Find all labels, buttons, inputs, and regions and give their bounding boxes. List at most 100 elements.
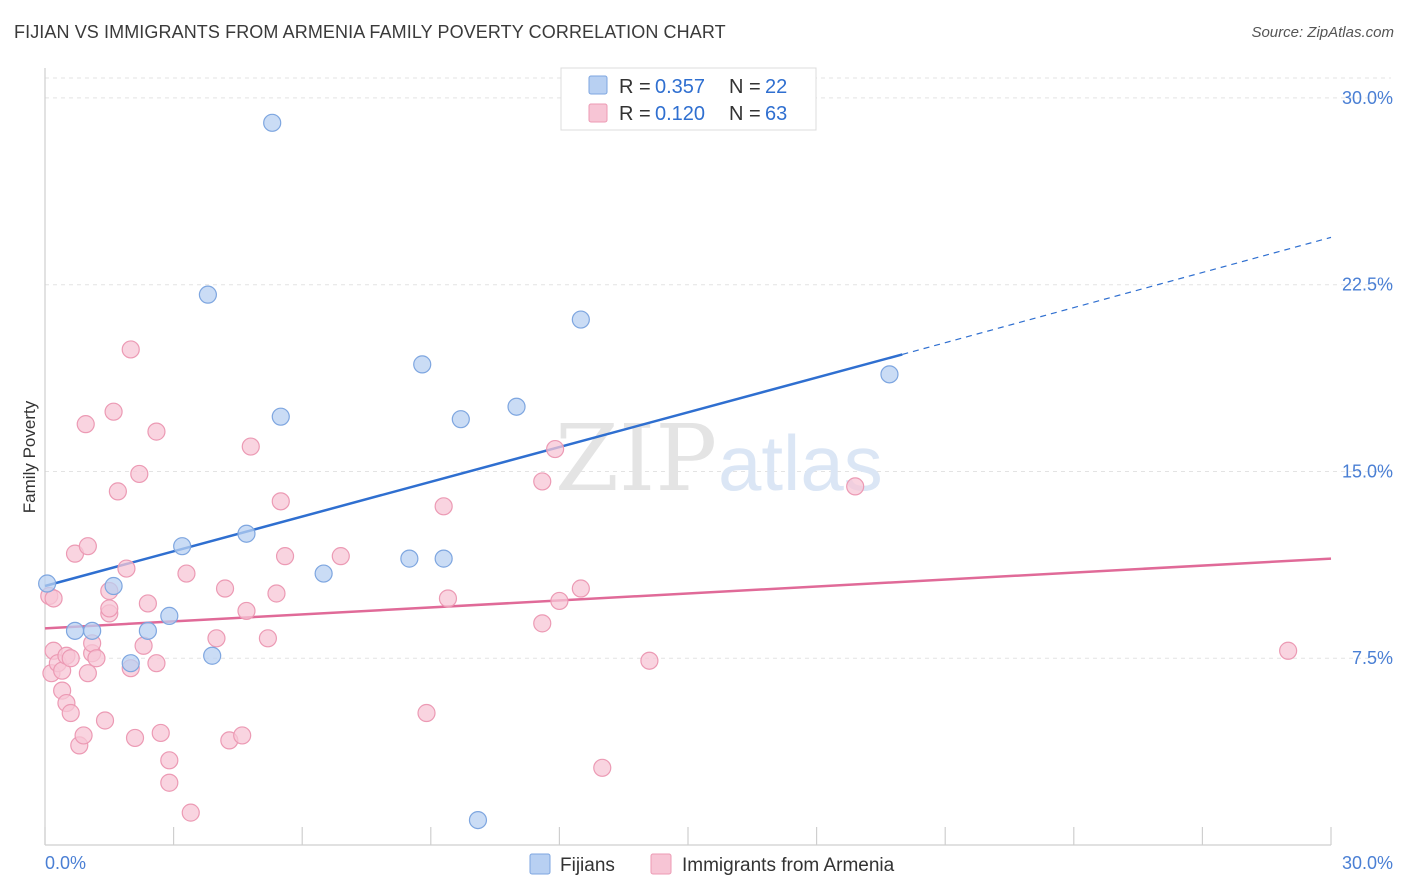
legend-n-value-2: 63 — [765, 103, 787, 125]
bottom-legend-fijians: Fijians — [560, 855, 615, 876]
point-fijian — [413, 355, 432, 374]
point-fijian — [507, 397, 526, 416]
point-armenia — [237, 601, 256, 621]
point-armenia — [267, 584, 286, 603]
point-armenia — [151, 723, 170, 743]
x-tick-label: 0.0% — [45, 853, 86, 873]
bottom-legend: Fijians Immigrants from Armenia — [529, 853, 895, 876]
point-armenia — [271, 492, 290, 511]
point-fijian — [104, 576, 123, 596]
point-fijian — [121, 654, 140, 673]
point-fijian — [880, 365, 899, 384]
point-armenia — [331, 547, 350, 566]
point-armenia — [181, 803, 200, 822]
point-armenia — [130, 464, 149, 484]
point-armenia — [61, 649, 80, 668]
bottom-legend-armenia: Immigrants from Armenia — [682, 855, 895, 876]
axes — [44, 68, 1332, 846]
point-armenia — [125, 728, 145, 748]
point-fijian — [83, 621, 102, 640]
y-axis-title: Family Poverty — [20, 400, 39, 513]
point-fijian — [400, 549, 419, 568]
watermark-zip: ZIP — [555, 405, 717, 512]
legend-r-label-2: R = — [619, 103, 651, 125]
point-armenia — [147, 654, 166, 673]
bottom-legend-swatch-fijians — [529, 853, 551, 875]
point-fijian — [203, 646, 222, 665]
point-fijian — [468, 810, 488, 830]
point-fijian — [571, 310, 590, 329]
source-label: Source: ZipAtlas.com — [1251, 24, 1394, 41]
point-armenia — [258, 629, 278, 648]
point-armenia — [134, 636, 153, 655]
point-fijian — [314, 564, 333, 583]
point-armenia — [121, 340, 140, 359]
trend-line-fijians-extension — [902, 236, 1332, 355]
point-armenia — [138, 594, 157, 613]
legend-r-label-1: R = — [619, 76, 651, 98]
point-armenia — [846, 477, 865, 496]
point-armenia — [533, 472, 552, 491]
point-armenia — [160, 751, 179, 770]
x-tick-label: 30.0% — [1342, 853, 1393, 873]
chart-title: FIJIAN VS IMMIGRANTS FROM ARMENIA FAMILY… — [14, 22, 726, 42]
point-fijian — [138, 621, 157, 640]
point-armenia — [147, 422, 166, 441]
point-armenia — [233, 726, 252, 745]
point-armenia — [417, 703, 436, 723]
legend-n-value-1: 22 — [765, 76, 787, 98]
point-armenia — [550, 591, 569, 611]
point-armenia — [533, 614, 552, 633]
point-armenia — [438, 589, 458, 608]
legend-swatch-armenia — [588, 103, 608, 123]
legend: R = 0.357 N = 22 R = 0.120 N = 63 — [560, 67, 817, 131]
point-armenia — [571, 579, 590, 598]
y-tick-label: 15.0% — [1342, 461, 1393, 481]
point-armenia — [546, 439, 565, 459]
point-armenia — [108, 482, 127, 501]
point-armenia — [104, 402, 123, 421]
point-armenia — [177, 564, 196, 583]
point-fijian — [237, 524, 256, 543]
point-armenia — [640, 651, 659, 670]
point-armenia — [215, 579, 235, 598]
point-armenia — [434, 497, 453, 516]
point-fijian — [65, 621, 85, 640]
point-armenia — [207, 629, 226, 648]
point-fijian — [160, 606, 179, 625]
point-fijian — [271, 407, 290, 426]
point-fijian — [263, 113, 282, 132]
point-fijian — [173, 537, 192, 556]
point-armenia — [593, 758, 612, 777]
point-armenia — [78, 537, 97, 556]
watermark: ZIP atlas — [555, 405, 883, 512]
legend-n-label-2: N = — [729, 103, 761, 125]
point-armenia — [87, 649, 106, 668]
bottom-legend-swatch-armenia — [650, 853, 672, 875]
grid-lines — [45, 77, 1391, 659]
point-fijian — [451, 410, 470, 429]
y-tick-label: 7.5% — [1352, 648, 1393, 668]
point-armenia — [241, 437, 260, 456]
point-armenia — [76, 415, 95, 434]
legend-r-value-1: 0.357 — [655, 76, 705, 98]
point-armenia — [1279, 641, 1298, 660]
legend-r-value-2: 0.120 — [655, 103, 705, 125]
data-points — [38, 113, 1298, 830]
legend-swatch-fijians — [588, 75, 608, 95]
point-armenia — [160, 773, 179, 792]
point-armenia — [78, 664, 97, 683]
trend-line-armenia — [44, 557, 1332, 630]
point-armenia — [117, 559, 136, 578]
point-fijian — [434, 549, 453, 568]
y-tick-label: 30.0% — [1342, 88, 1393, 108]
point-armenia — [44, 589, 63, 608]
y-tick-label: 22.5% — [1342, 275, 1393, 295]
point-armenia — [95, 711, 115, 730]
legend-n-label-1: N = — [729, 76, 761, 98]
point-armenia — [100, 599, 119, 618]
point-armenia — [61, 703, 80, 723]
point-fijian — [198, 285, 217, 304]
point-armenia — [74, 726, 93, 745]
